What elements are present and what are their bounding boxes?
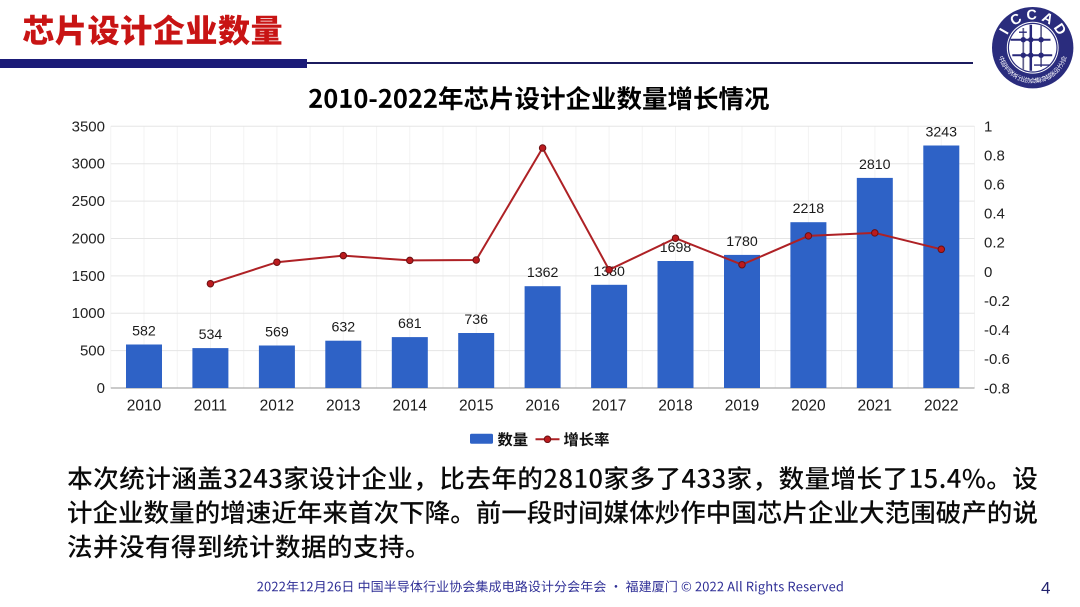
svg-text:2022: 2022 — [924, 398, 958, 415]
svg-text:2218: 2218 — [793, 201, 825, 217]
svg-text:1: 1 — [984, 118, 992, 135]
svg-text:0: 0 — [97, 380, 105, 397]
svg-text:0.8: 0.8 — [984, 147, 1005, 164]
svg-text:1362: 1362 — [527, 265, 559, 281]
svg-text:2013: 2013 — [326, 398, 360, 415]
svg-text:1780: 1780 — [726, 234, 758, 250]
svg-text:2010: 2010 — [127, 398, 162, 415]
svg-text:0.6: 0.6 — [984, 177, 1005, 194]
svg-text:534: 534 — [199, 327, 223, 343]
svg-text:2500: 2500 — [72, 193, 105, 210]
svg-text:2019: 2019 — [725, 398, 759, 415]
svg-text:1500: 1500 — [72, 268, 105, 285]
svg-text:-0.8: -0.8 — [984, 380, 1010, 397]
svg-text:1000: 1000 — [72, 305, 105, 322]
svg-text:2011: 2011 — [194, 398, 227, 415]
svg-text:2012: 2012 — [260, 398, 294, 415]
svg-text:2000: 2000 — [72, 230, 105, 247]
svg-text:736: 736 — [464, 312, 488, 328]
svg-text:-0.4: -0.4 — [984, 322, 1010, 339]
svg-text:2014: 2014 — [393, 398, 428, 415]
svg-text:-0.6: -0.6 — [984, 351, 1010, 368]
svg-text:0.2: 0.2 — [984, 235, 1005, 252]
svg-text:1698: 1698 — [660, 240, 692, 256]
svg-text:2020: 2020 — [791, 398, 826, 415]
svg-text:C: C — [1026, 7, 1037, 23]
svg-text:2018: 2018 — [658, 398, 692, 415]
svg-text:4: 4 — [1041, 579, 1050, 598]
svg-text:-0.2: -0.2 — [984, 293, 1010, 310]
svg-text:632: 632 — [331, 320, 355, 336]
svg-text:3243: 3243 — [926, 125, 958, 141]
svg-text:681: 681 — [398, 316, 422, 332]
svg-text:3500: 3500 — [72, 118, 105, 135]
svg-text:569: 569 — [265, 325, 289, 341]
svg-text:0: 0 — [984, 264, 992, 281]
svg-text:2017: 2017 — [592, 398, 626, 415]
svg-text:2021: 2021 — [858, 398, 892, 415]
svg-text:500: 500 — [80, 343, 105, 360]
svg-text:I: I — [997, 26, 1013, 37]
svg-text:2016: 2016 — [525, 398, 559, 415]
svg-text:2810: 2810 — [859, 157, 891, 173]
svg-text:0.4: 0.4 — [984, 206, 1005, 223]
svg-text:3000: 3000 — [72, 156, 105, 173]
svg-text:2015: 2015 — [459, 398, 493, 415]
svg-text:582: 582 — [132, 324, 156, 340]
